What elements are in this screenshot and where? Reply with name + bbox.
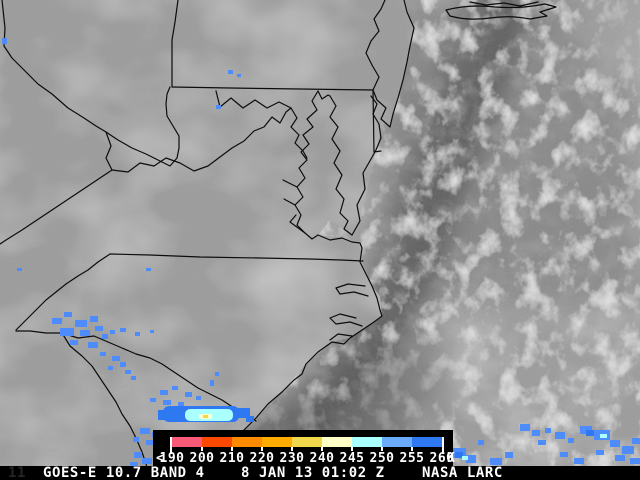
colorbar-endcap-left — [170, 437, 172, 454]
colorbar-label: 240 — [309, 451, 335, 466]
colorbar-strip — [172, 437, 442, 447]
temperature-colorbar: < 190 200 210 220 230 240 245 250 255 26… — [153, 430, 455, 467]
border-wv-va — [111, 107, 292, 173]
colorbar-tick — [351, 447, 353, 451]
colorbar-segment — [292, 437, 322, 447]
colorbar-label: 230 — [279, 451, 305, 466]
border-pennsylvania-west — [171, 0, 179, 88]
colorbar-label: 210 — [219, 451, 245, 466]
colorbar-tick — [381, 447, 383, 451]
border-nj-delaware-river — [365, 0, 386, 91]
rappahannock-river — [282, 179, 298, 188]
colorbar-segment — [202, 437, 232, 447]
border-va-nc — [109, 253, 364, 262]
annotation-bar: 11 GOES-E 10.7 BAND 4 8 JAN 13 01:02 Z N… — [0, 466, 640, 480]
state-border-overlay — [0, 0, 557, 480]
colorbar-segment — [352, 437, 382, 447]
border-nc-ga — [15, 330, 63, 334]
border-potomac-md — [215, 90, 308, 159]
border-nc-sc — [61, 332, 257, 422]
colorbar-tick — [321, 447, 323, 451]
colorbar-endcap-right — [442, 437, 444, 454]
neuse-river — [329, 333, 353, 341]
james-river — [289, 214, 306, 234]
delmarva-west-shore — [329, 95, 353, 236]
colorbar-segment — [382, 437, 412, 447]
colorbar-tick — [261, 447, 263, 451]
credit-label: NASA LARC — [422, 465, 503, 480]
susquehanna-head — [317, 90, 331, 100]
colorbar-label: 245 — [339, 451, 365, 466]
border-wv-ky — [105, 131, 113, 171]
pamlico-river — [329, 313, 363, 327]
border-mason-dixon — [171, 86, 374, 91]
colorbar-label: 220 — [249, 451, 275, 466]
colorbar-segment — [412, 437, 442, 447]
colorbar-less-than-sign: < — [156, 451, 164, 466]
coast-connecticut — [469, 1, 539, 7]
border-delaware-west — [372, 89, 382, 153]
colorbar-segment — [262, 437, 292, 447]
colorbar-tick — [411, 447, 413, 451]
colorbar-unit-label: K — [447, 451, 455, 466]
colorbar-label: 190 — [159, 451, 185, 466]
colorbar-tick — [231, 447, 233, 451]
coast-new-jersey — [372, 0, 415, 128]
border-tn-nc — [15, 253, 111, 331]
colorbar-segment — [172, 437, 202, 447]
border-ky-va — [0, 169, 113, 245]
albemarle-sound — [335, 283, 369, 297]
chesapeake-west-shore — [294, 90, 319, 240]
colorbar-label: 200 — [189, 451, 215, 466]
colorbar-tick — [201, 447, 203, 451]
border-ohio-river — [1, 0, 180, 167]
colorbar-label: 260 — [429, 451, 455, 466]
cold-cloud-yellow-speck — [203, 415, 208, 418]
york-river — [283, 198, 296, 206]
product-label: GOES-E 10.7 BAND 4 — [43, 465, 205, 480]
colorbar-label: 255 — [399, 451, 425, 466]
colorbar-label: 250 — [369, 451, 395, 466]
coast-long-island — [445, 3, 557, 20]
colorbar-segment — [322, 437, 352, 447]
datetime-label: 8 JAN 13 01:02 Z — [241, 465, 385, 480]
colorbar-tick — [291, 447, 293, 451]
colorbar-segment — [232, 437, 262, 447]
frame-number: 11 — [8, 465, 26, 480]
